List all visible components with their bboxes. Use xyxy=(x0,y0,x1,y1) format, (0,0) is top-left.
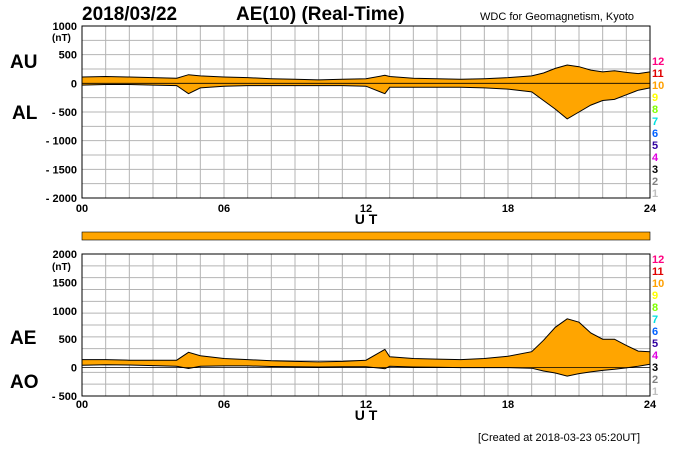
y-tick-label: - 2000 xyxy=(46,193,77,205)
y-tick-label: 500 xyxy=(59,50,77,62)
ae-label: AE xyxy=(10,328,37,349)
x-tick-label: 24 xyxy=(644,203,657,215)
station-count-3: 3 xyxy=(652,164,659,176)
x-tick-label: 18 xyxy=(502,399,514,411)
x-tick-label: 12 xyxy=(360,203,372,215)
station-count-scale-top: 12 11 10 9 8 7 6 5 4 3 2 1 xyxy=(652,56,678,200)
data-source-label: WDC for Geomagnetism, Kyoto xyxy=(480,11,635,23)
ao-label: AO xyxy=(10,372,39,393)
series-line-ao xyxy=(81,363,651,377)
top-panel-unit-label: (nT) xyxy=(52,33,71,44)
x-tick-label: 06 xyxy=(218,399,230,411)
station-count-3: 3 xyxy=(652,362,659,374)
station-count-9: 9 xyxy=(652,92,659,104)
x-tick-label: 12 xyxy=(360,399,372,411)
station-count-8: 8 xyxy=(652,104,659,116)
station-count-8: 8 xyxy=(652,302,659,314)
created-timestamp: [Created at 2018-03-23 05:20UT] xyxy=(478,432,641,444)
station-count-2: 2 xyxy=(652,374,659,386)
station-count-10: 10 xyxy=(652,80,665,92)
series-line-au xyxy=(81,64,651,81)
area-band-ae-ao xyxy=(82,318,650,377)
al-label: AL xyxy=(12,103,38,124)
data-coverage-bar xyxy=(81,231,651,241)
station-count-11: 11 xyxy=(652,68,664,80)
y-tick-label: 1000 xyxy=(53,21,77,33)
plot-frame xyxy=(81,25,651,199)
station-count-5: 5 xyxy=(652,338,659,350)
station-count-6: 6 xyxy=(652,326,659,338)
y-tick-label: - 500 xyxy=(52,107,77,119)
station-count-7: 7 xyxy=(652,314,659,326)
station-count-10: 10 xyxy=(652,278,665,290)
plot-frame xyxy=(81,253,651,397)
x-tick-label: 18 xyxy=(502,203,514,215)
au-label: AU xyxy=(10,52,38,73)
series-line-al xyxy=(81,84,651,120)
chart-date: 2018/03/22 xyxy=(82,4,178,25)
chart-title: AE(10) (Real-Time) xyxy=(236,4,405,25)
station-count-scale-bottom: 12 11 10 9 8 7 6 5 4 3 2 1 xyxy=(652,254,678,398)
x-axis-label: U T xyxy=(355,407,378,423)
series-line-ae xyxy=(82,318,651,363)
station-count-5: 5 xyxy=(652,140,659,152)
bottom-panel-unit-label: (nT) xyxy=(52,262,71,273)
station-count-2: 2 xyxy=(652,176,659,188)
station-count-12: 12 xyxy=(652,56,665,68)
station-count-4: 4 xyxy=(652,350,659,362)
station-count-6: 6 xyxy=(652,128,659,140)
y-tick-label: 2000 xyxy=(53,249,77,261)
y-tick-label: - 500 xyxy=(52,391,77,403)
station-count-4: 4 xyxy=(652,152,659,164)
y-tick-label: 0 xyxy=(71,78,77,90)
y-tick-label: 500 xyxy=(59,334,77,346)
station-count-1: 1 xyxy=(652,188,659,200)
station-count-9: 9 xyxy=(652,290,659,302)
y-tick-label: 1000 xyxy=(53,306,77,318)
x-tick-label: 24 xyxy=(644,399,657,411)
y-tick-label: 0 xyxy=(71,363,77,375)
y-tick-label: - 1500 xyxy=(46,164,77,176)
area-band-au-al xyxy=(82,65,650,119)
x-tick-label: 00 xyxy=(76,399,88,411)
x-tick-label: 00 xyxy=(76,203,88,215)
x-tick-label: 06 xyxy=(218,203,230,215)
station-count-12: 12 xyxy=(652,254,665,266)
y-tick-label: - 1000 xyxy=(46,136,77,148)
station-count-11: 11 xyxy=(652,266,664,278)
station-count-7: 7 xyxy=(652,116,659,128)
y-tick-label: 1500 xyxy=(53,277,77,289)
station-count-1: 1 xyxy=(652,386,659,398)
x-axis-label: U T xyxy=(355,211,378,227)
